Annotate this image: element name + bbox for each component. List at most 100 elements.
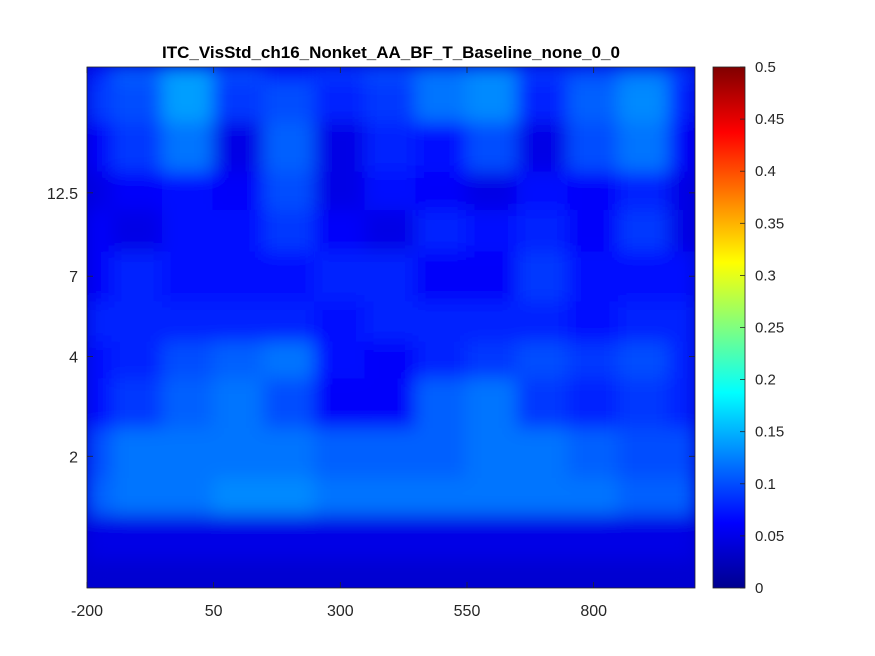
heatmap-cell	[162, 339, 215, 379]
heatmap-cell	[618, 67, 671, 82]
heatmap-cell	[415, 79, 468, 122]
heatmap-cell	[668, 339, 695, 379]
colorbar: 0 0.05 0.1 0.15 0.2 0.25 0.3 0.35 0.4 0.45 0.5	[712, 59, 784, 597]
heatmap-cell	[415, 339, 468, 379]
heatmap-cell	[212, 119, 266, 172]
heatmap-cell	[263, 67, 316, 82]
colorbar-tick-label: 0.05	[755, 528, 784, 545]
heatmap-cell	[314, 475, 367, 515]
heatmap-cell	[314, 299, 367, 342]
heatmap-cell	[668, 426, 695, 478]
heatmap-cell	[415, 67, 468, 82]
heatmap-cell	[364, 207, 418, 252]
colorbar-tick-label: 0.15	[755, 424, 784, 441]
heatmap-cell	[87, 67, 114, 82]
heatmap-cell	[618, 475, 671, 515]
heatmap-cell	[212, 376, 266, 429]
heatmap-cell	[466, 249, 519, 302]
heatmap-cell	[516, 249, 570, 302]
heatmap-cell	[212, 249, 266, 302]
heatmap-cell	[415, 299, 468, 342]
heatmap-cell	[87, 299, 114, 342]
heatmap-cell	[87, 119, 114, 172]
heatmap-cell	[263, 207, 316, 252]
colorbar-tick-label: 0	[755, 580, 763, 597]
heatmap-cell	[212, 557, 266, 588]
heatmap-cell	[415, 512, 468, 560]
heatmap-cell	[364, 512, 418, 560]
heatmap-cell	[87, 475, 114, 515]
heatmap-cell	[364, 299, 418, 342]
heatmap-cell	[364, 557, 418, 588]
heatmap-cell	[87, 207, 114, 252]
heatmap-cell	[314, 79, 367, 122]
heatmap-cell	[466, 426, 519, 478]
heatmap-cell	[415, 119, 468, 172]
heatmap-cell	[111, 475, 164, 515]
heatmap-cell	[415, 557, 468, 588]
heatmap-cell	[111, 339, 164, 379]
heatmap-cell	[466, 169, 519, 210]
colorbar-tick-label: 0.2	[755, 372, 776, 389]
heatmap-cell	[618, 119, 671, 172]
colorbar-ticks: 0 0.05 0.1 0.15 0.2 0.25 0.3 0.35 0.4 0.45 0.5	[740, 59, 784, 597]
heatmap-cell	[567, 376, 620, 429]
heatmap-cell	[314, 426, 367, 478]
heatmap-cell	[516, 207, 570, 252]
heatmap-cell	[87, 426, 114, 478]
y-tick-label: 12.5	[47, 186, 78, 203]
heatmap-cell	[111, 249, 164, 302]
heatmap-cell	[162, 249, 215, 302]
heatmap-cell	[364, 376, 418, 429]
heatmap-cell	[111, 79, 164, 122]
heatmap-cell	[87, 169, 114, 210]
heatmap-cell	[212, 475, 266, 515]
heatmap-cell	[415, 376, 468, 429]
y-tick-label: 7	[69, 269, 78, 286]
heatmap-cell	[111, 376, 164, 429]
heatmap-cell	[162, 512, 215, 560]
heatmap-cell	[87, 339, 114, 379]
colorbar-tick-label: 0.35	[755, 215, 784, 232]
heatmap-cell	[415, 169, 468, 210]
heatmap-cell	[567, 207, 620, 252]
heatmap-cell	[567, 512, 620, 560]
y-tick-label: 4	[69, 350, 78, 367]
heatmap-cell	[263, 169, 316, 210]
heatmap-cell	[364, 169, 418, 210]
heatmap-cell	[466, 299, 519, 342]
heatmap-cell	[364, 475, 418, 515]
heatmap-cell	[212, 67, 266, 82]
heatmap-cell	[212, 79, 266, 122]
heatmap-cell	[314, 207, 367, 252]
heatmap-cell	[87, 249, 114, 302]
heatmap-cell	[516, 376, 570, 429]
plot-area	[86, 66, 696, 589]
heatmap-cell	[212, 512, 266, 560]
heatmap-cell	[162, 169, 215, 210]
heatmap-cell	[466, 67, 519, 82]
heatmap-cell	[212, 339, 266, 379]
heatmap-cell	[466, 557, 519, 588]
heatmap-cell	[618, 299, 671, 342]
heatmap-cell	[668, 299, 695, 342]
x-tick-label: 50	[205, 603, 223, 620]
heatmap-cell	[263, 119, 316, 172]
heatmap-cell	[618, 512, 671, 560]
heatmap-cell	[111, 512, 164, 560]
heatmap-cell	[111, 426, 164, 478]
heatmap-cell	[618, 557, 671, 588]
heatmap-cell	[162, 376, 215, 429]
heatmap-cell	[263, 426, 316, 478]
heatmap-cell	[567, 119, 620, 172]
heatmap-cell	[364, 79, 418, 122]
heatmap-cell	[516, 512, 570, 560]
heatmap-cell	[314, 512, 367, 560]
heatmap-cell	[415, 475, 468, 515]
heatmap-cell	[212, 299, 266, 342]
heatmap-cell	[668, 557, 695, 588]
heatmap-cell	[111, 557, 164, 588]
heatmap-cell	[516, 426, 570, 478]
heatmap-cell	[162, 475, 215, 515]
heatmap-cell	[314, 376, 367, 429]
